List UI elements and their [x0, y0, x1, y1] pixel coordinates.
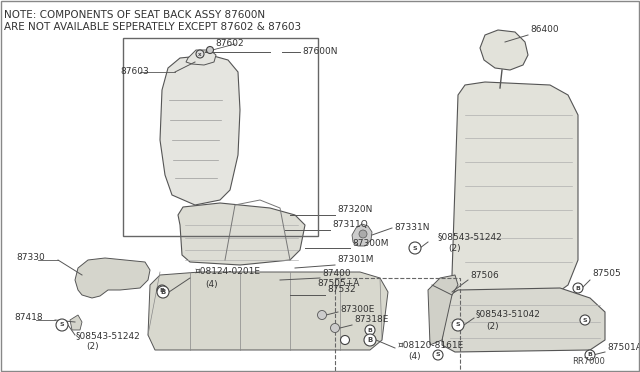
Polygon shape	[480, 30, 528, 70]
Text: 87331N: 87331N	[394, 224, 429, 232]
Circle shape	[207, 46, 214, 54]
Text: 87506: 87506	[470, 272, 499, 280]
Text: B: B	[367, 327, 372, 333]
Text: (4): (4)	[205, 279, 218, 289]
Circle shape	[196, 50, 204, 58]
Polygon shape	[186, 50, 216, 65]
Circle shape	[330, 324, 339, 333]
Circle shape	[364, 334, 376, 346]
Text: 87300M: 87300M	[352, 238, 388, 247]
Text: (2): (2)	[86, 343, 99, 352]
Text: §08543-51242: §08543-51242	[438, 232, 503, 241]
Text: S: S	[436, 353, 440, 357]
Circle shape	[340, 336, 349, 344]
Text: NOTE: COMPONENTS OF SEAT BACK ASSY 87600N: NOTE: COMPONENTS OF SEAT BACK ASSY 87600…	[4, 10, 265, 20]
Text: S: S	[60, 323, 64, 327]
Polygon shape	[178, 203, 305, 265]
Polygon shape	[442, 288, 605, 352]
Circle shape	[56, 319, 68, 331]
Text: B: B	[159, 288, 164, 292]
Polygon shape	[352, 224, 372, 246]
Polygon shape	[160, 55, 240, 205]
Circle shape	[317, 311, 326, 320]
Text: ¤08120-8161E: ¤08120-8161E	[398, 340, 464, 350]
Text: 87318E: 87318E	[354, 315, 388, 324]
Text: B: B	[588, 353, 593, 357]
Circle shape	[157, 286, 169, 298]
Text: 87418: 87418	[14, 314, 43, 323]
Text: 87532: 87532	[327, 285, 356, 295]
Polygon shape	[428, 275, 458, 345]
Text: 87505: 87505	[592, 269, 621, 279]
Text: S: S	[582, 317, 588, 323]
Bar	[123, 38, 318, 236]
Text: 87501A: 87501A	[607, 343, 640, 353]
Circle shape	[409, 242, 421, 254]
Text: S: S	[456, 323, 460, 327]
Polygon shape	[452, 82, 578, 300]
Text: 87300E: 87300E	[340, 305, 374, 314]
Bar	[335, 278, 460, 372]
Text: 87505+A: 87505+A	[317, 279, 360, 288]
Circle shape	[585, 350, 595, 360]
Text: 87311Q: 87311Q	[332, 221, 368, 230]
Text: B: B	[161, 289, 166, 295]
Polygon shape	[148, 272, 388, 350]
Text: §08543-51242: §08543-51242	[76, 331, 141, 340]
Text: (2): (2)	[448, 244, 461, 253]
Text: ¤08124-0201E: ¤08124-0201E	[195, 267, 261, 276]
Text: 87602: 87602	[215, 39, 244, 48]
Text: 87603: 87603	[120, 67, 148, 77]
Circle shape	[365, 325, 375, 335]
Text: S: S	[413, 246, 417, 250]
Polygon shape	[75, 258, 150, 298]
Circle shape	[433, 350, 443, 360]
Text: x: x	[198, 51, 202, 57]
Text: RR7000: RR7000	[572, 357, 605, 366]
Text: B: B	[575, 285, 580, 291]
Circle shape	[452, 319, 464, 331]
Circle shape	[580, 315, 590, 325]
Text: 87400: 87400	[322, 269, 351, 278]
Text: 87320N: 87320N	[337, 205, 372, 215]
Text: (2): (2)	[486, 321, 499, 330]
Circle shape	[573, 283, 583, 293]
Polygon shape	[70, 315, 82, 330]
Text: 87600N: 87600N	[302, 48, 337, 57]
Text: (4): (4)	[408, 353, 420, 362]
Circle shape	[359, 230, 367, 238]
Text: 86400: 86400	[530, 26, 559, 35]
Text: B: B	[367, 337, 372, 343]
Text: ARE NOT AVAILABLE SEPERATELY EXCEPT 87602 & 87603: ARE NOT AVAILABLE SEPERATELY EXCEPT 8760…	[4, 22, 301, 32]
Text: 87301M: 87301M	[337, 256, 374, 264]
Text: §08543-51042: §08543-51042	[476, 310, 541, 318]
Text: 87330: 87330	[16, 253, 45, 263]
Circle shape	[157, 285, 167, 295]
